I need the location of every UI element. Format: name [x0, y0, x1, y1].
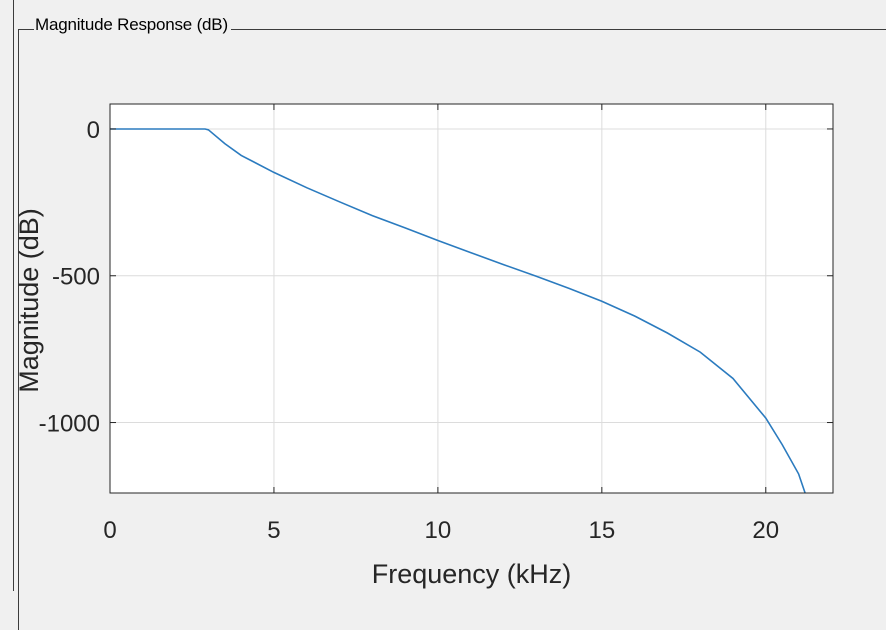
plot-frame: [109, 103, 834, 494]
x-tick-labels: 0 5 10 15 20: [103, 517, 779, 544]
axis-ticks: [109, 104, 833, 493]
x-tick-label: 5: [267, 517, 280, 544]
x-tick-label: 10: [425, 517, 452, 544]
panel-title: Magnitude Response (dB): [34, 15, 231, 35]
y-tick-label: 0: [87, 117, 100, 144]
plot-area: [110, 104, 833, 493]
magnitude-response-panel: [18, 29, 886, 630]
y-axis-label: Magnitude (dB): [14, 208, 44, 393]
magnitude-response-chart: 0 5 10 15 20 0 -500 -1000 Frequency (kHz) Magn…: [14, 103, 834, 589]
x-tick-label: 20: [752, 517, 779, 544]
x-tick-label: 0: [103, 517, 116, 544]
y-tick-label: -1000: [39, 411, 100, 438]
y-tick-label: -500: [52, 264, 100, 291]
left-panel-border: [0, 0, 14, 591]
magnitude-curve: [110, 128, 806, 494]
x-tick-label: 15: [588, 517, 615, 544]
y-tick-labels: 0 -500 -1000: [39, 117, 100, 438]
x-axis-label: Frequency (kHz): [372, 559, 572, 589]
